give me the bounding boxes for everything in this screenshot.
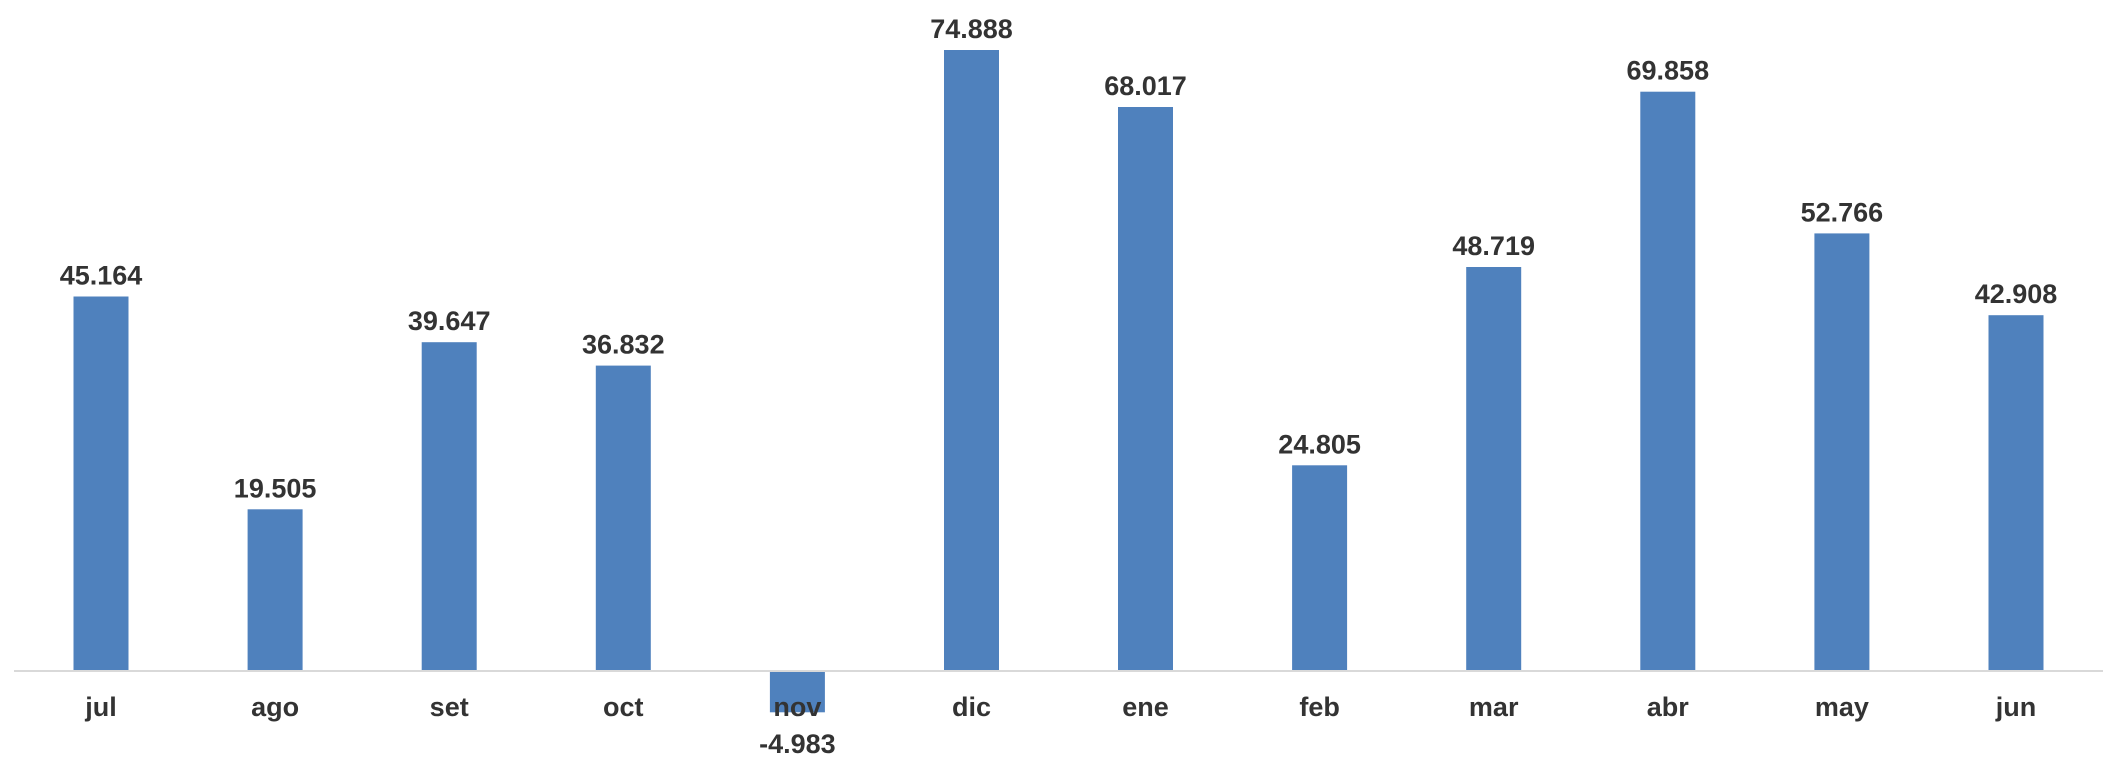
bar-ago [247,509,303,671]
data-label-oct: 36.832 [582,330,665,360]
category-label-mar: mar [1469,692,1519,722]
category-label-ago: ago [251,692,299,722]
data-label-jul: 45.164 [60,261,143,291]
category-label-ene: ene [1122,692,1169,722]
bar-may [1814,233,1870,671]
data-label-abr: 69.858 [1627,56,1710,86]
bar-mar [1466,267,1522,671]
category-label-oct: oct [603,692,644,722]
bar-ene [1118,107,1173,671]
bar-abr [1640,91,1696,671]
category-labels-layer: jul ago set oct nov dic ene feb mar abr may jun [84,692,2036,722]
data-labels-layer: 45.164 19.505 39.647 36.832 -4.983 74.888 68.0… [60,14,2058,759]
category-label-jun: jun [1995,692,2037,722]
bar-oct [595,365,651,671]
data-label-ene: 68.017 [1104,71,1187,101]
bar-feb [1292,465,1348,671]
bar-jun [1988,315,2044,671]
bars-layer [73,50,2044,713]
data-label-ago: 19.505 [234,473,317,503]
category-label-dic: dic [952,692,991,722]
category-label-feb: feb [1299,692,1340,722]
data-label-nov: -4.983 [759,729,836,759]
category-label-jul: jul [84,692,117,722]
category-label-may: may [1815,692,1869,722]
category-label-abr: abr [1647,692,1690,722]
bar-nov [769,671,825,713]
data-label-set: 39.647 [408,306,491,336]
bar-jul [73,296,129,671]
bar-set [421,342,477,671]
category-label-set: set [430,692,469,722]
bar-dic [944,50,999,671]
data-label-dic: 74.888 [930,14,1013,44]
category-label-nov: nov [773,692,821,722]
data-label-feb: 24.805 [1278,429,1361,459]
data-label-jun: 42.908 [1975,279,2058,309]
data-label-may: 52.766 [1801,197,1884,227]
data-label-mar: 48.719 [1452,231,1535,261]
